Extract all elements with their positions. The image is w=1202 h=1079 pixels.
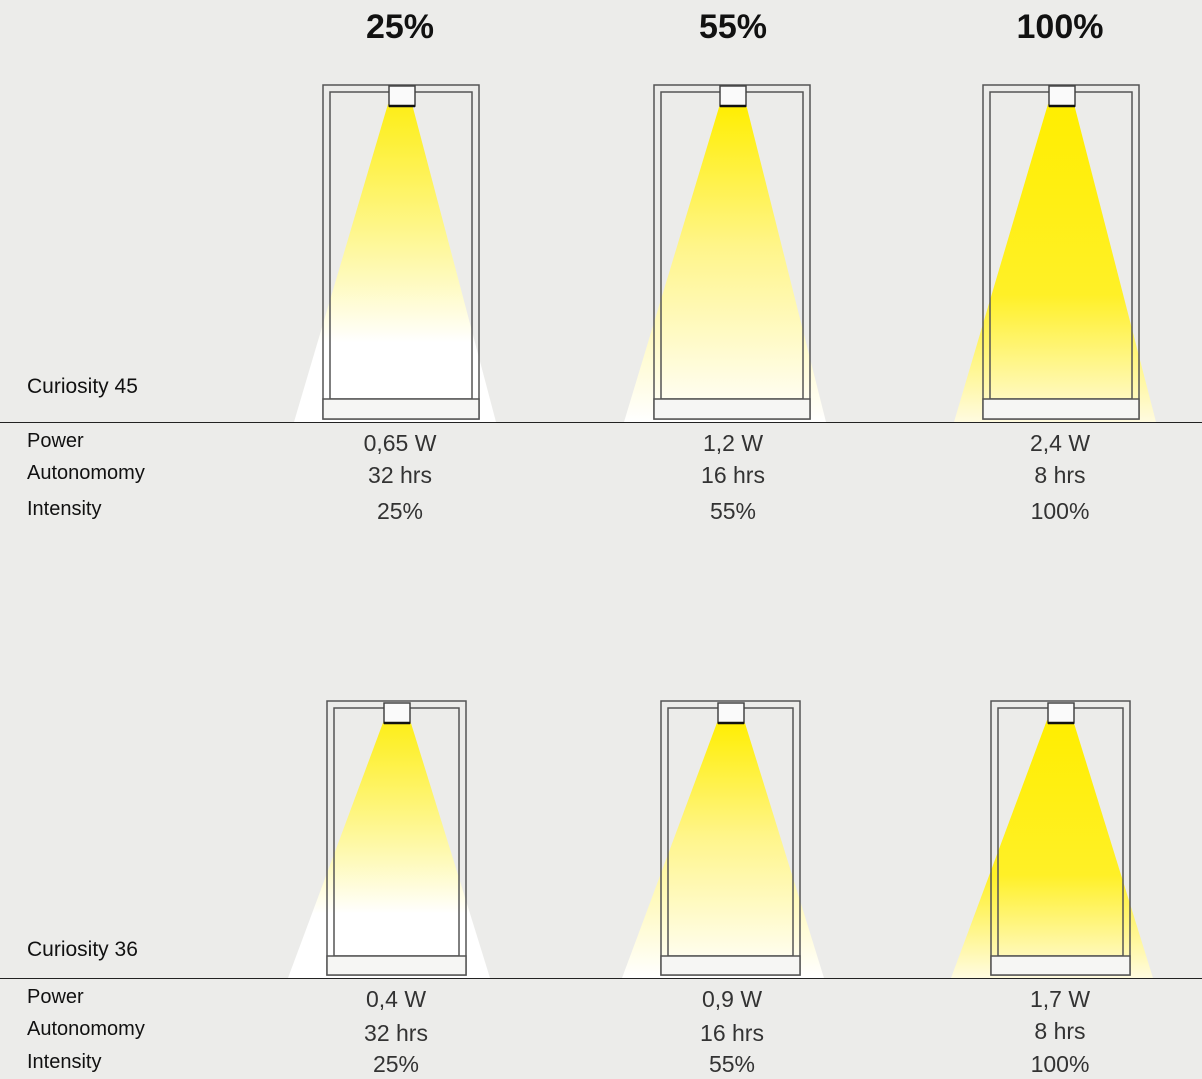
model-name-curiosity-45: Curiosity 45 — [27, 375, 138, 398]
power-value: 1,7 W — [1029, 986, 1091, 1012]
power-value: 1,2 W — [702, 430, 764, 456]
power-value: 0,9 W — [701, 986, 763, 1012]
power-value: 0,4 W — [365, 986, 427, 1012]
autonomy-value: 8 hrs — [1034, 462, 1086, 488]
autonomy-value: 8 hrs — [1034, 1018, 1086, 1044]
power-value: 0,65 W — [363, 430, 437, 456]
row-label-power: Power — [27, 430, 84, 452]
lamp-36-25 — [288, 700, 490, 978]
row-label-intensity: Intensity — [27, 1051, 102, 1073]
row-label-autonomy: Autonomomy — [27, 462, 145, 484]
row-label-intensity: Intensity — [27, 498, 102, 520]
level-header-55: 55% — [698, 8, 768, 46]
divider-line — [0, 978, 1202, 979]
lamp-45-55 — [624, 84, 826, 422]
intensity-value: 55% — [708, 1051, 756, 1077]
lamp-36-55 — [622, 700, 824, 978]
level-header-25: 25% — [365, 8, 435, 46]
intensity-value: 100% — [1030, 498, 1090, 524]
intensity-value: 100% — [1030, 1051, 1090, 1077]
intensity-value: 25% — [372, 1051, 420, 1077]
autonomy-value: 16 hrs — [700, 1020, 764, 1046]
intensity-value: 55% — [709, 498, 757, 524]
autonomy-value: 32 hrs — [364, 1020, 428, 1046]
curiosity-45-lamp-diagram — [294, 84, 1156, 422]
lamp-45-100 — [954, 84, 1156, 422]
model-name-curiosity-36: Curiosity 36 — [27, 938, 138, 961]
lamp-45-25 — [294, 84, 496, 422]
power-value: 2,4 W — [1029, 430, 1091, 456]
autonomy-value: 16 hrs — [701, 462, 765, 488]
lamp-36-100 — [951, 700, 1153, 978]
level-header-100: 100% — [1016, 8, 1104, 46]
row-label-autonomy: Autonomomy — [27, 1018, 145, 1040]
row-label-power: Power — [27, 986, 84, 1008]
divider-line — [0, 422, 1202, 423]
autonomy-value: 32 hrs — [368, 462, 432, 488]
intensity-value: 25% — [376, 498, 424, 524]
